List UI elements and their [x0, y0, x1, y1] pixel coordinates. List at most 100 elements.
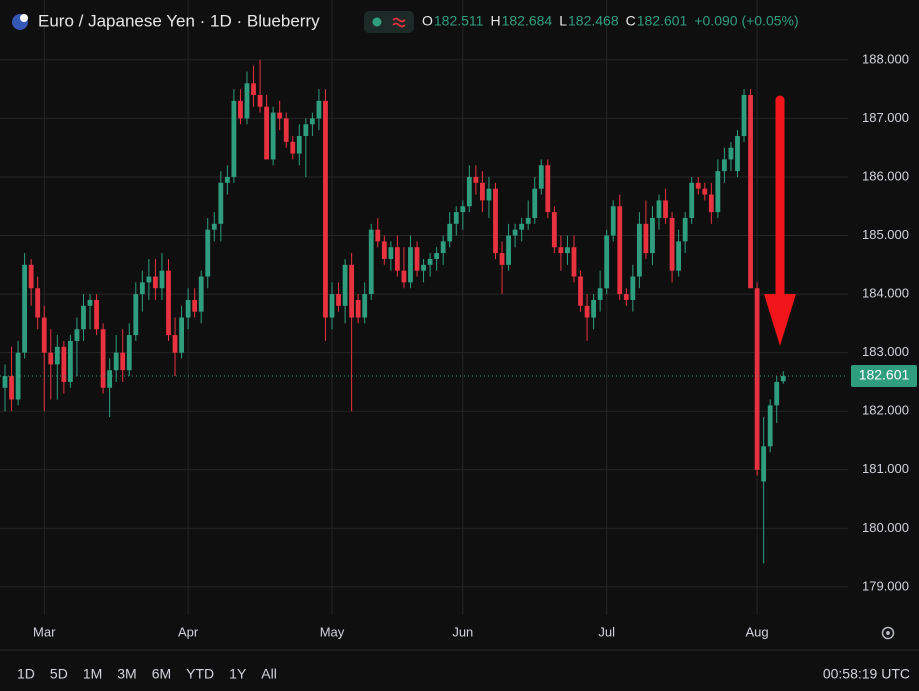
x-tick-label: Apr — [178, 624, 199, 639]
status-icon — [392, 17, 406, 28]
candle-body — [28, 264, 34, 289]
y-tick-label: 183.000 — [862, 344, 909, 359]
candle-body — [251, 83, 256, 95]
candle-body — [238, 100, 243, 119]
candle-body — [395, 247, 400, 271]
candle-body — [473, 176, 479, 183]
candle-body — [231, 100, 237, 177]
candle-body — [54, 346, 60, 365]
candle-body — [48, 352, 54, 365]
candle-body — [94, 299, 99, 330]
ohlc-value: 182.511 — [434, 13, 484, 29]
candle-body — [61, 346, 67, 382]
candle-body — [558, 247, 564, 254]
candle-body — [525, 217, 531, 224]
candle-body — [708, 194, 714, 213]
candle-body — [761, 446, 767, 482]
status-badge — [364, 11, 414, 33]
candle-body — [453, 212, 459, 224]
candle-body — [381, 241, 387, 259]
candle-body — [702, 188, 708, 195]
candle-body — [617, 206, 623, 295]
candle-body — [172, 335, 178, 353]
candle-body — [597, 288, 603, 300]
candle-body — [460, 206, 466, 213]
range-button[interactable]: All — [261, 666, 277, 682]
candle-body — [329, 294, 335, 318]
candle-body — [198, 276, 204, 312]
candle-body — [767, 405, 773, 447]
candle-body — [506, 235, 511, 265]
candle-body — [270, 112, 276, 160]
candle-body — [715, 171, 721, 213]
candle-body — [499, 253, 505, 265]
candle-body — [780, 376, 786, 382]
candle-body — [133, 294, 139, 336]
ohlc-value: 182.684 — [502, 13, 553, 29]
y-tick-label: 188.000 — [862, 51, 909, 66]
clock: 00:58:19 UTC — [823, 666, 910, 682]
candle-body — [656, 200, 662, 218]
candle-body — [519, 223, 525, 230]
candle-body — [532, 188, 538, 218]
y-tick-label: 181.000 — [862, 461, 909, 476]
y-tick-label: 187.000 — [862, 110, 909, 125]
candle-body — [610, 206, 616, 236]
candle-body — [447, 223, 453, 242]
candle-body — [192, 299, 198, 312]
candle-body — [342, 264, 348, 306]
candle-body — [754, 288, 760, 470]
change-value: +0.090 (+0.05%) — [694, 13, 798, 29]
candle-body — [493, 188, 498, 254]
range-button[interactable]: 1D — [17, 666, 35, 682]
range-button[interactable]: 1M — [83, 666, 102, 682]
candle-body — [41, 317, 47, 353]
chart-title: Euro / Japanese Yen · 1D · Blueberry — [38, 11, 320, 30]
candle-body — [591, 299, 596, 318]
range-button[interactable]: 3M — [117, 666, 136, 682]
candle-body — [401, 270, 407, 283]
ohlc-key: H — [490, 13, 500, 29]
range-button[interactable]: 5D — [50, 666, 68, 682]
candle-body — [663, 200, 668, 218]
candle-body — [74, 329, 80, 341]
settings-icon-center — [886, 631, 890, 635]
y-tick-label: 186.000 — [862, 168, 909, 183]
candle-body — [81, 305, 86, 330]
candle-body — [578, 276, 583, 306]
candle-body — [316, 100, 322, 119]
candle-body — [741, 95, 747, 136]
y-tick-label: 182.000 — [862, 403, 909, 418]
candle-body — [545, 165, 551, 213]
candle-body — [303, 124, 309, 136]
candle-body — [480, 182, 485, 201]
candle-body — [218, 182, 224, 224]
range-button[interactable]: 1Y — [229, 666, 247, 682]
candle-body — [414, 247, 420, 271]
ohlc-value: 182.601 — [637, 13, 688, 29]
candle-body — [283, 118, 289, 142]
candle-body — [120, 352, 126, 371]
candle-body — [146, 276, 152, 283]
candle-body — [630, 276, 636, 300]
footer: 1D 5D 1M 3M 6M YTD 1Y All — [17, 666, 277, 682]
candle-body — [735, 135, 740, 172]
candle-body — [87, 299, 93, 306]
x-tick-label: Jun — [452, 624, 473, 639]
settings-icon[interactable] — [881, 626, 895, 640]
x-tick-label: Jul — [598, 624, 615, 639]
candle-body — [185, 299, 191, 318]
range-button[interactable]: 6M — [152, 666, 171, 682]
candle-body — [636, 223, 642, 277]
last-price-label: 182.601 — [859, 367, 910, 383]
range-button[interactable]: YTD — [186, 666, 214, 682]
candle-body — [427, 258, 433, 265]
candle-body — [362, 294, 368, 318]
ohlc-readout: O 182.511 H 182.684 L 182.468 C 182.601 +0.090 (… — [422, 13, 799, 29]
candle-body — [100, 329, 106, 388]
y-tick-label: 180.000 — [862, 520, 909, 535]
candle-body — [512, 229, 518, 236]
